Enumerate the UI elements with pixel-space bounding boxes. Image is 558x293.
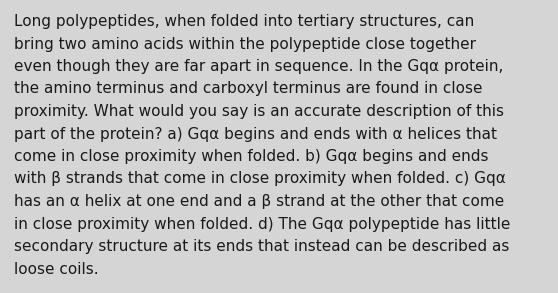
Text: proximity. What would you say is an accurate description of this: proximity. What would you say is an accu… — [14, 104, 504, 119]
Text: in close proximity when folded. d) The Gqα polypeptide has little: in close proximity when folded. d) The G… — [14, 217, 511, 231]
Text: even though they are far apart in sequence. In the Gqα protein,: even though they are far apart in sequen… — [14, 59, 503, 74]
Text: Long polypeptides, when folded into tertiary structures, can: Long polypeptides, when folded into tert… — [14, 14, 474, 29]
Text: secondary structure at its ends that instead can be described as: secondary structure at its ends that ins… — [14, 239, 509, 254]
Text: come in close proximity when folded. b) Gqα begins and ends: come in close proximity when folded. b) … — [14, 149, 488, 164]
Text: has an α helix at one end and a β strand at the other that come: has an α helix at one end and a β strand… — [14, 194, 504, 209]
Text: loose coils.: loose coils. — [14, 261, 99, 277]
Text: with β strands that come in close proximity when folded. c) Gqα: with β strands that come in close proxim… — [14, 171, 506, 187]
Text: part of the protein? a) Gqα begins and ends with α helices that: part of the protein? a) Gqα begins and e… — [14, 127, 497, 142]
Text: bring two amino acids within the polypeptide close together: bring two amino acids within the polypep… — [14, 37, 476, 52]
Text: the amino terminus and carboxyl terminus are found in close: the amino terminus and carboxyl terminus… — [14, 81, 483, 96]
